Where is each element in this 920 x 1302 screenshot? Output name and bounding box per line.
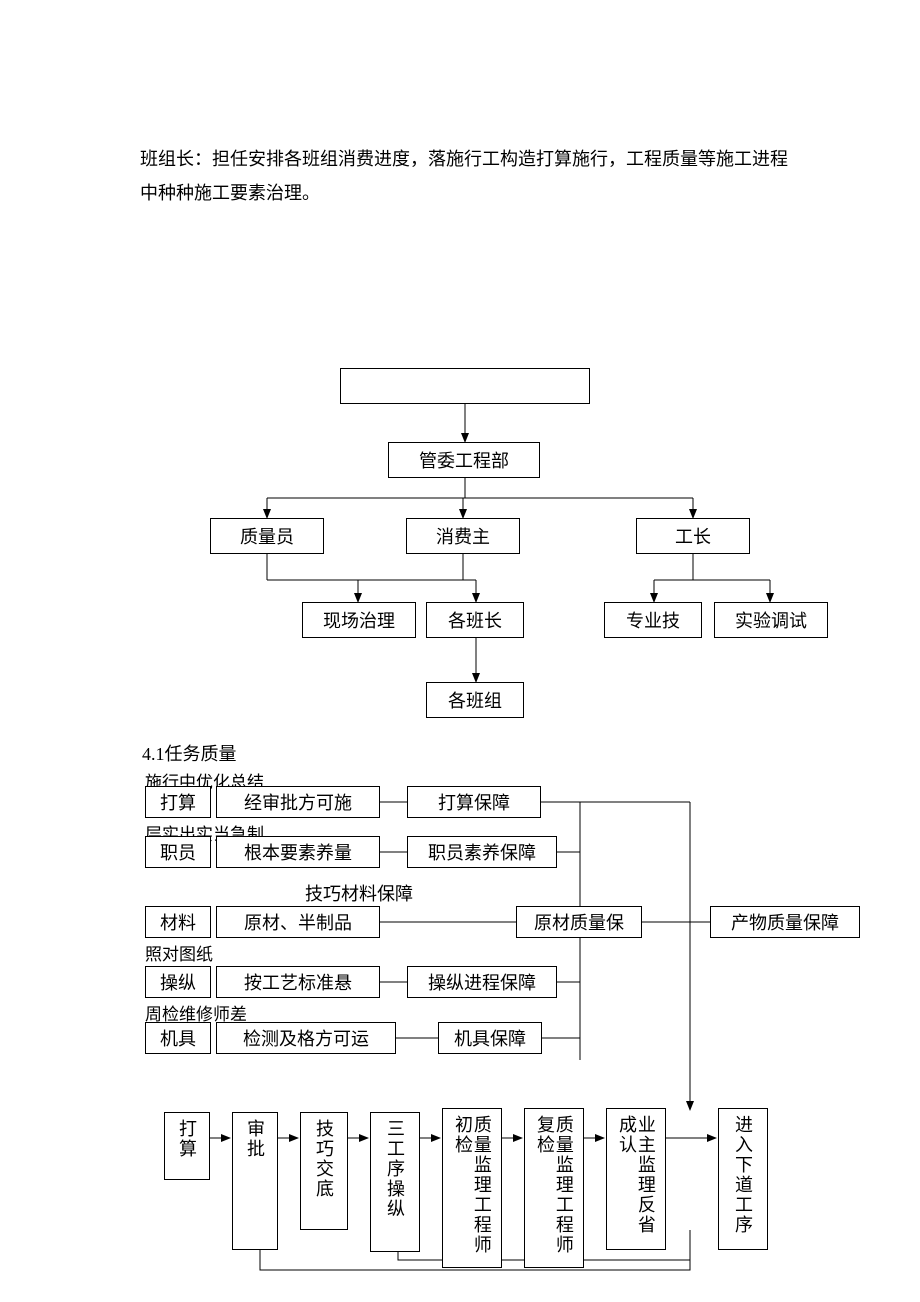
flow-5: 质量监理工程师初检 bbox=[442, 1108, 502, 1268]
org-prod: 消费主 bbox=[406, 518, 520, 554]
row1-guarantee: 打算保障 bbox=[407, 786, 541, 818]
document-page: 班组长：担任安排各班组消费进度，落施行工构造打算施行，工程质量等施工进程中种种施… bbox=[0, 0, 920, 1302]
flow-2: 审批 bbox=[232, 1112, 278, 1250]
product-guarantee: 产物质量保障 bbox=[710, 906, 860, 938]
row1-key: 打算 bbox=[145, 786, 211, 818]
row2-key: 职员 bbox=[145, 836, 211, 868]
org-tech: 专业技 bbox=[604, 602, 702, 638]
org-teams: 各班组 bbox=[426, 682, 524, 718]
org-test: 实验调试 bbox=[714, 602, 828, 638]
row3-key: 材料 bbox=[145, 906, 211, 938]
flow-8: 进入下道工序 bbox=[718, 1108, 768, 1250]
row4-key: 操纵 bbox=[145, 966, 211, 998]
org-dept: 管委工程部 bbox=[388, 442, 540, 478]
row3-guarantee: 原材质量保 bbox=[516, 906, 642, 938]
row2-desc: 根本要素养量 bbox=[216, 836, 380, 868]
flow-6: 质量监理工程师复检 bbox=[524, 1108, 584, 1268]
flow-4: 三工序操纵 bbox=[370, 1112, 420, 1252]
truncated-3: 照对图纸 bbox=[145, 940, 213, 965]
row4-guarantee: 操纵进程保障 bbox=[407, 966, 557, 998]
mid-label: 技巧材料保障 bbox=[305, 880, 413, 906]
org-root bbox=[340, 368, 590, 404]
row2-guarantee: 职员素养保障 bbox=[407, 836, 557, 868]
section-heading: 4.1任务质量 bbox=[142, 740, 237, 766]
row5-key: 机具 bbox=[145, 1022, 211, 1054]
org-site: 现场治理 bbox=[302, 602, 416, 638]
row5-guarantee: 机具保障 bbox=[438, 1022, 542, 1054]
flow-1: 打算 bbox=[164, 1112, 210, 1180]
row4-desc: 按工艺标准悬 bbox=[216, 966, 380, 998]
row5-desc: 检测及格方可运 bbox=[216, 1022, 396, 1054]
org-foreman: 工长 bbox=[636, 518, 750, 554]
flow-3: 技巧交底 bbox=[300, 1112, 348, 1230]
row3-desc: 原材、半制品 bbox=[216, 906, 380, 938]
org-quality: 质量员 bbox=[210, 518, 324, 554]
flow-7: 业主监理反省成认 bbox=[606, 1108, 666, 1250]
intro-paragraph: 班组长：担任安排各班组消费进度，落施行工构造打算施行，工程质量等施工进程中种种施… bbox=[140, 142, 790, 210]
org-leaders: 各班长 bbox=[426, 602, 524, 638]
row1-desc: 经审批方可施 bbox=[216, 786, 380, 818]
